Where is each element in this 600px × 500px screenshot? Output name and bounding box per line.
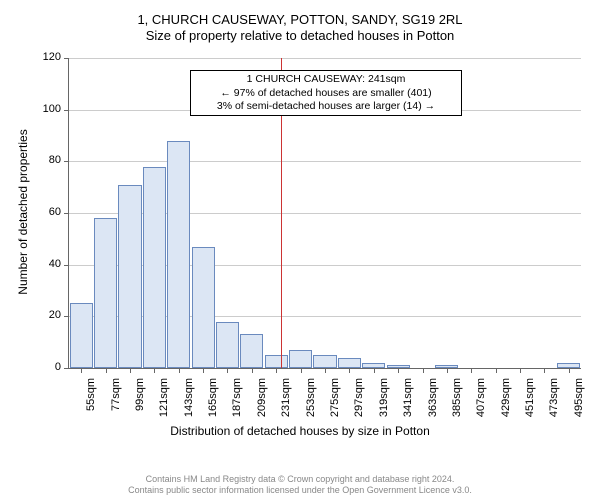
y-tick-label: 80 (31, 154, 61, 166)
chart-container: 1, CHURCH CAUSEWAY, POTTON, SANDY, SG19 … (0, 10, 600, 470)
histogram-bar (338, 358, 361, 368)
x-tick-label: 407sqm (475, 378, 487, 424)
histogram-bar (70, 303, 93, 368)
x-tick (349, 368, 350, 373)
x-tick (130, 368, 131, 373)
x-tick (423, 368, 424, 373)
y-tick (64, 265, 69, 266)
x-tick (544, 368, 545, 373)
x-tick-label: 319sqm (378, 378, 390, 424)
histogram-bar (240, 334, 263, 368)
y-tick-label: 20 (31, 309, 61, 321)
y-tick (64, 213, 69, 214)
annotation-box: 1 CHURCH CAUSEWAY: 241sqm← 97% of detach… (190, 70, 462, 115)
x-tick-label: 165sqm (207, 378, 219, 424)
y-tick-label: 0 (31, 361, 61, 373)
chart-title-main: 1, CHURCH CAUSEWAY, POTTON, SANDY, SG19 … (0, 12, 600, 27)
histogram-bar (143, 167, 166, 369)
histogram-bar (216, 322, 239, 369)
y-tick-label: 60 (31, 206, 61, 218)
footer-line-1: Contains HM Land Registry data © Crown c… (0, 474, 600, 485)
plot-area: 02040608010012055sqm77sqm99sqm121sqm143s… (68, 58, 581, 369)
x-tick-label: 187sqm (231, 378, 243, 424)
x-axis-label: Distribution of detached houses by size … (0, 424, 600, 438)
chart-title-sub: Size of property relative to detached ho… (0, 28, 600, 43)
x-tick (106, 368, 107, 373)
x-tick (520, 368, 521, 373)
x-tick-label: 363sqm (427, 378, 439, 424)
y-tick (64, 110, 69, 111)
x-tick-label: 297sqm (353, 378, 365, 424)
x-tick (569, 368, 570, 373)
x-tick (325, 368, 326, 373)
x-tick-label: 429sqm (500, 378, 512, 424)
histogram-bar (118, 185, 141, 368)
x-tick (471, 368, 472, 373)
x-tick-label: 341sqm (402, 378, 414, 424)
footer-line-2: Contains public sector information licen… (0, 485, 600, 496)
x-tick-label: 209sqm (256, 378, 268, 424)
x-tick-label: 451sqm (524, 378, 536, 424)
x-tick-label: 77sqm (110, 378, 122, 424)
histogram-bar (313, 355, 336, 368)
x-tick (154, 368, 155, 373)
annotation-line-2: ← 97% of detached houses are smaller (40… (197, 87, 455, 100)
histogram-bar (289, 350, 312, 368)
x-tick-label: 275sqm (329, 378, 341, 424)
x-tick (301, 368, 302, 373)
x-tick (447, 368, 448, 373)
y-tick-label: 100 (31, 103, 61, 115)
x-tick (398, 368, 399, 373)
x-tick (496, 368, 497, 373)
annotation-line-1: 1 CHURCH CAUSEWAY: 241sqm (197, 73, 455, 86)
x-tick-label: 253sqm (305, 378, 317, 424)
y-tick (64, 368, 69, 369)
x-tick (179, 368, 180, 373)
x-tick-label: 55sqm (85, 378, 97, 424)
x-tick-label: 473sqm (548, 378, 560, 424)
histogram-bar (265, 355, 288, 368)
x-tick-label: 99sqm (134, 378, 146, 424)
gridline-horizontal (69, 161, 581, 162)
y-tick (64, 58, 69, 59)
x-tick-label: 385sqm (451, 378, 463, 424)
gridline-horizontal (69, 58, 581, 59)
x-tick (276, 368, 277, 373)
x-tick-label: 121sqm (158, 378, 170, 424)
footer-attribution: Contains HM Land Registry data © Crown c… (0, 474, 600, 496)
histogram-bar (94, 218, 117, 368)
y-axis-label: Number of detached properties (16, 87, 30, 337)
x-tick (227, 368, 228, 373)
x-tick (252, 368, 253, 373)
x-tick-label: 231sqm (280, 378, 292, 424)
y-tick-label: 120 (31, 51, 61, 63)
x-tick-label: 495sqm (573, 378, 585, 424)
histogram-bar (167, 141, 190, 368)
y-tick (64, 316, 69, 317)
x-tick (81, 368, 82, 373)
x-tick (374, 368, 375, 373)
annotation-line-3: 3% of semi-detached houses are larger (1… (197, 100, 455, 113)
x-tick-label: 143sqm (183, 378, 195, 424)
y-tick-label: 40 (31, 258, 61, 270)
y-tick (64, 161, 69, 162)
histogram-bar (192, 247, 215, 368)
x-tick (203, 368, 204, 373)
